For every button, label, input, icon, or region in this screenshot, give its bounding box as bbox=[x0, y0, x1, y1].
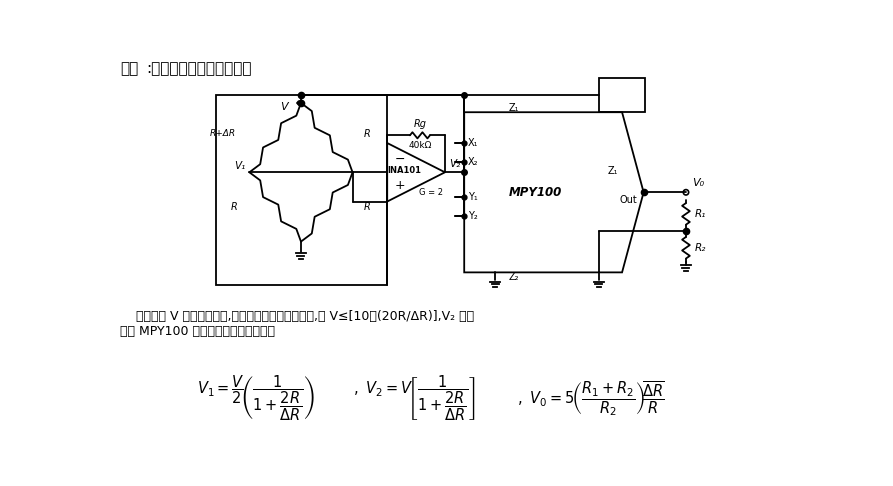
Text: 40kΩ: 40kΩ bbox=[408, 141, 431, 150]
Text: 用途: 用途 bbox=[120, 62, 138, 77]
Text: $V_1=\dfrac{V}{2}\!\left(\dfrac{1}{1+\dfrac{2R}{\Delta R}}\right)$: $V_1=\dfrac{V}{2}\!\left(\dfrac{1}{1+\df… bbox=[197, 374, 315, 423]
Text: V: V bbox=[280, 102, 288, 112]
Text: R: R bbox=[364, 202, 371, 212]
Text: R₂: R₂ bbox=[696, 243, 706, 253]
Text: R₁: R₁ bbox=[696, 209, 706, 219]
Text: :用于传感器线性化电路。: :用于传感器线性化电路。 bbox=[146, 62, 252, 77]
Text: +: + bbox=[395, 179, 405, 192]
Text: −: − bbox=[395, 153, 405, 166]
Bar bbox=[216, 95, 388, 285]
Text: 电路中的 V 应当尽可能大,使分压器的误差减至最小,但 V≤[10＋(20R/ΔR)],V₂ 应保: 电路中的 V 应当尽可能大,使分压器的误差减至最小,但 V≤[10＋(20R/Δ… bbox=[120, 310, 474, 323]
Text: Z₁: Z₁ bbox=[608, 166, 618, 176]
Text: G = 2: G = 2 bbox=[419, 188, 443, 197]
Text: V₁: V₁ bbox=[234, 161, 246, 171]
Text: MPY100: MPY100 bbox=[509, 186, 562, 199]
Text: INA101: INA101 bbox=[388, 166, 421, 175]
Text: 持在 MPY100 的输入电压额定范围内。: 持在 MPY100 的输入电压额定范围内。 bbox=[120, 325, 275, 338]
Text: Y₁: Y₁ bbox=[468, 192, 478, 202]
Text: Y₂: Y₂ bbox=[468, 211, 478, 221]
Text: R: R bbox=[231, 202, 238, 212]
Bar bbox=[599, 78, 645, 112]
Text: R+ΔR: R+ΔR bbox=[209, 129, 236, 139]
Text: V₂: V₂ bbox=[449, 159, 460, 169]
Text: V₀: V₀ bbox=[692, 178, 705, 189]
Text: $,\ V_2=V\!\left[\dfrac{1}{1+\dfrac{2R}{\Delta R}}\right]$: $,\ V_2=V\!\left[\dfrac{1}{1+\dfrac{2R}{… bbox=[353, 374, 475, 423]
Text: Z₁: Z₁ bbox=[509, 103, 520, 113]
Text: Z₂: Z₂ bbox=[509, 272, 520, 281]
Text: Rg: Rg bbox=[413, 119, 427, 129]
Text: $,\ V_0=5\!\left(\dfrac{R_1+R_2}{R_2}\right)\!\dfrac{\overline{\Delta R}}{R}$: $,\ V_0=5\!\left(\dfrac{R_1+R_2}{R_2}\ri… bbox=[517, 379, 665, 418]
Text: R: R bbox=[364, 129, 371, 139]
Text: X₂: X₂ bbox=[468, 157, 479, 167]
Text: X₁: X₁ bbox=[468, 138, 479, 148]
Text: Out: Out bbox=[620, 195, 637, 205]
